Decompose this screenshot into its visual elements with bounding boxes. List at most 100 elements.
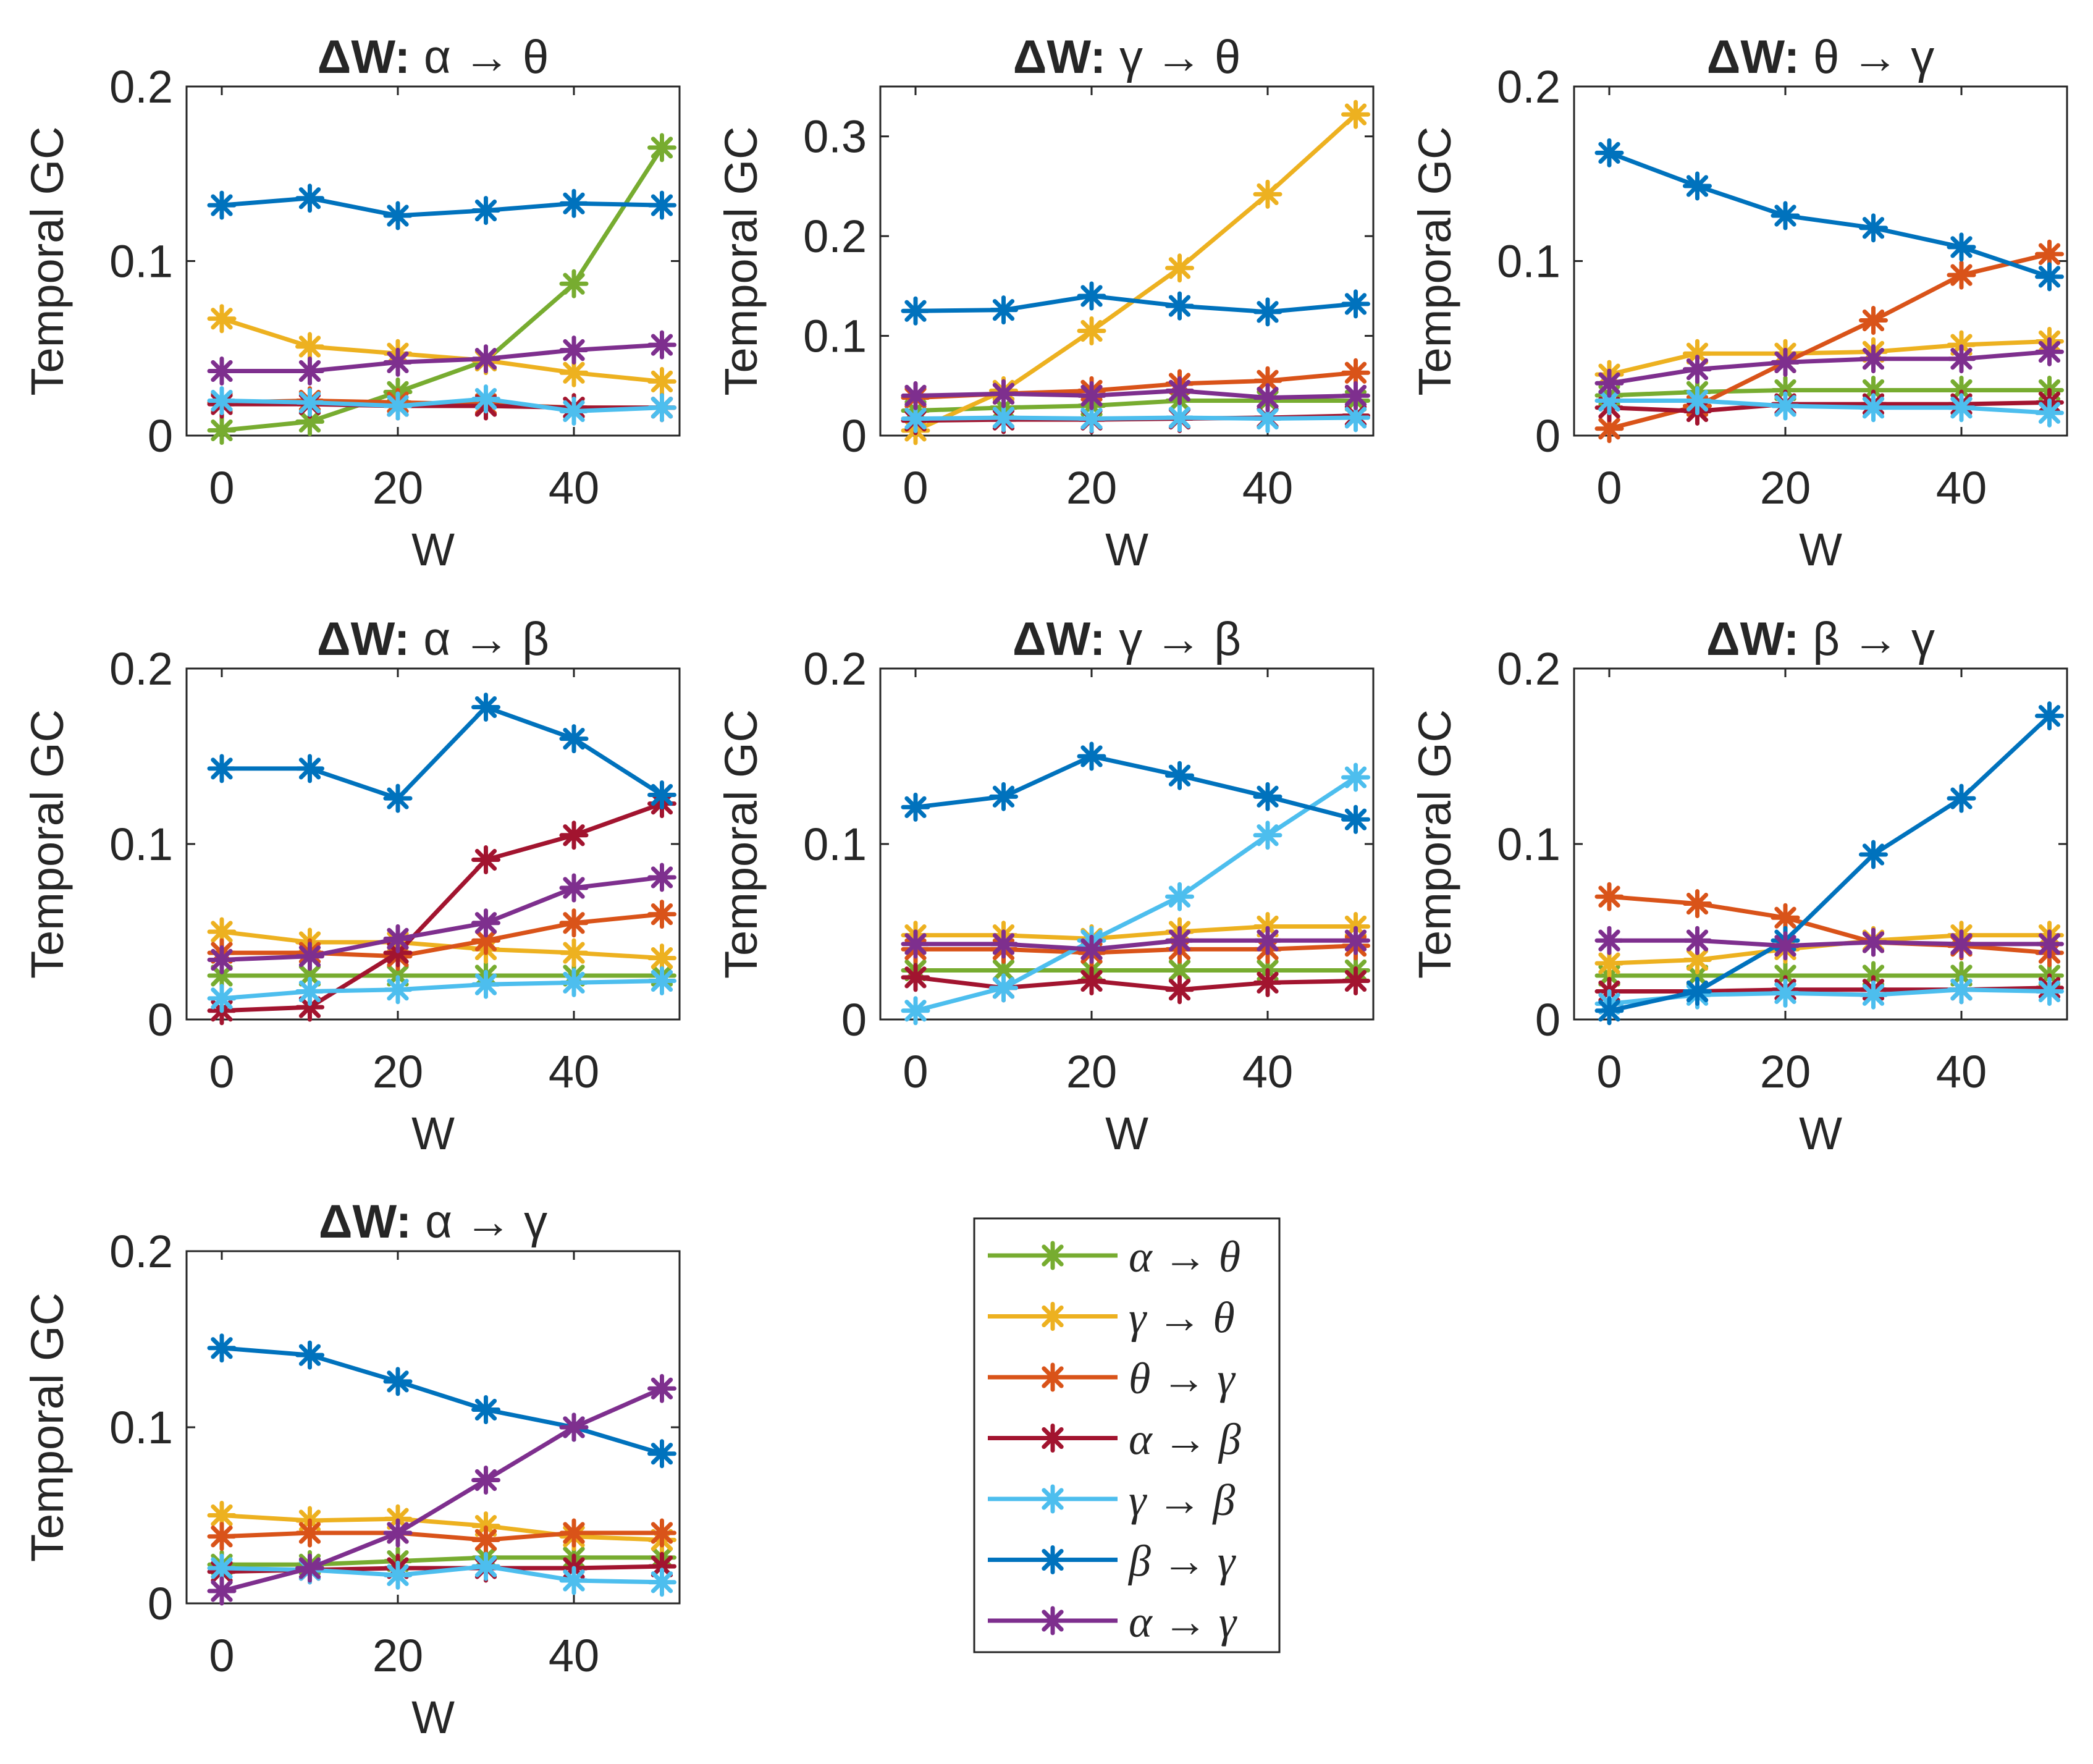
marker-stroke	[474, 1398, 497, 1421]
data-point	[989, 403, 1018, 433]
data-point	[1859, 344, 1888, 374]
title-prefix: ΔW:	[318, 31, 410, 83]
data-point	[1253, 782, 1282, 811]
data-point	[1859, 927, 1888, 957]
y-axis-label: Temporal GC	[22, 709, 73, 979]
series-line	[221, 1530, 662, 1542]
marker-stroke	[1344, 293, 1367, 315]
series-line	[915, 388, 1356, 400]
marker-stroke	[211, 1526, 233, 1548]
data-point	[1683, 386, 1712, 415]
y-tick-label: 0.3	[803, 111, 867, 162]
data-point	[2035, 977, 2064, 1006]
plot-area	[185, 1250, 681, 1605]
y-axis-label: Temporal GC	[1409, 709, 1460, 979]
series-7	[207, 863, 676, 974]
marker-stroke	[387, 395, 409, 417]
data-point	[647, 1439, 676, 1469]
chart-panel-6: 0 0.1 0.2 0 20 40 W Temporal GC ΔW: β → γ	[1409, 613, 2068, 1159]
series-line	[1609, 400, 2050, 413]
series-line	[222, 704, 663, 801]
data-point	[1594, 882, 1624, 911]
marker-stroke	[298, 980, 321, 1003]
x-tick-label: 0	[903, 462, 928, 513]
data-point	[1253, 968, 1282, 997]
data-point	[471, 908, 500, 938]
marker-stroke	[2038, 933, 2061, 955]
y-axis-label: Temporal GC	[22, 127, 73, 396]
marker-stroke	[1950, 236, 1973, 258]
data-point	[1165, 761, 1194, 790]
data-point	[1341, 804, 1370, 834]
data-point	[207, 1553, 237, 1583]
legend-marker	[1038, 1424, 1068, 1453]
marker-stroke	[1344, 103, 1367, 125]
data-point	[647, 393, 676, 423]
marker-stroke	[1598, 929, 1620, 952]
data-point	[1253, 179, 1282, 209]
chart-title: ΔW: γ → β	[1013, 613, 1241, 665]
marker-stroke	[1862, 217, 1885, 239]
marker-stroke	[1686, 948, 1709, 971]
plot-area	[879, 667, 1375, 1021]
plot-area	[1573, 85, 2068, 437]
data-point	[295, 977, 324, 1006]
title-arrow: →	[1852, 613, 1899, 665]
marker-stroke	[1168, 929, 1191, 952]
marker-stroke	[1080, 938, 1103, 961]
series-5	[207, 384, 676, 426]
series-line	[916, 938, 1356, 952]
series-line	[1608, 151, 2050, 279]
data-point	[1165, 291, 1194, 321]
marker-stroke	[992, 933, 1015, 955]
x-tick-label: 20	[373, 1046, 423, 1097]
marker-stroke	[563, 1522, 585, 1544]
title-prefix: ΔW:	[1013, 613, 1105, 665]
data-point	[2035, 262, 2064, 292]
marker-stroke	[1257, 183, 1279, 205]
marker-stroke	[298, 187, 321, 209]
data-point	[1165, 975, 1194, 1005]
marker-stroke	[651, 1522, 673, 1544]
series-line	[1609, 938, 2050, 948]
x-tick-label: 20	[1066, 1046, 1117, 1097]
data-point	[2035, 701, 2064, 731]
marker-stroke	[211, 1557, 233, 1579]
marker-stroke	[1042, 1488, 1064, 1510]
data-point	[1947, 929, 1976, 959]
series-line	[221, 196, 662, 218]
data-point	[1683, 339, 1712, 368]
marker-stroke	[387, 787, 409, 809]
y-axis-label: Temporal GC	[715, 709, 767, 979]
marker-stroke	[474, 1555, 497, 1577]
marker-stroke	[1598, 885, 1620, 908]
marker-stroke	[1257, 929, 1279, 952]
legend-marker	[1038, 1606, 1068, 1635]
chart-title: ΔW: β → γ	[1706, 613, 1935, 665]
data-point	[383, 1367, 413, 1396]
marker-stroke	[1168, 407, 1191, 429]
data-point	[471, 1466, 500, 1495]
data-point	[559, 335, 589, 365]
title-from: α	[425, 1196, 452, 1248]
marker-stroke	[563, 272, 585, 295]
marker-stroke	[474, 1529, 497, 1551]
legend-marker	[1038, 1545, 1068, 1574]
marker-stroke	[1344, 407, 1367, 429]
marker-stroke	[1257, 301, 1279, 323]
x-axis-label: W	[411, 524, 455, 575]
data-point	[1859, 213, 1888, 243]
marker-stroke	[1168, 257, 1191, 279]
data-point	[295, 1518, 324, 1548]
series-line	[221, 146, 664, 433]
chart-panel-3: 0 0.1 0.2 0 20 40 W Temporal GC ΔW: θ → γ	[1409, 31, 2068, 575]
data-point	[901, 381, 930, 410]
data-point	[207, 1576, 237, 1606]
data-point	[1947, 344, 1976, 374]
marker-stroke	[563, 824, 585, 846]
marker-stroke	[992, 785, 1015, 808]
marker-stroke	[387, 927, 409, 950]
title-from: γ	[1119, 613, 1142, 665]
data-point	[1594, 368, 1624, 398]
legend-item: α → θ	[988, 1232, 1240, 1281]
